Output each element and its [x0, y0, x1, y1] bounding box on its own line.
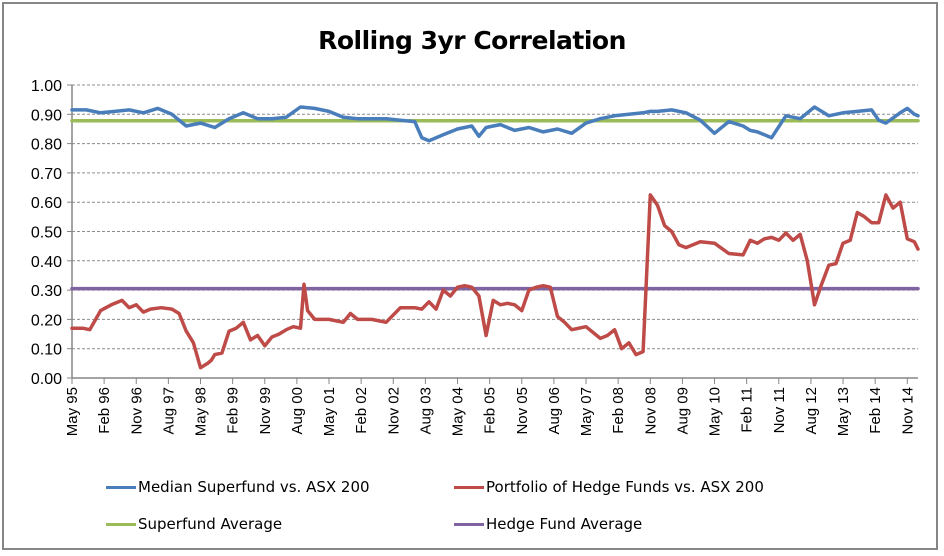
x-tick-label: Feb 96: [96, 387, 113, 434]
x-tick-label: Nov 96: [128, 387, 145, 435]
x-tick-label: May 95: [64, 387, 81, 436]
legend-label: Hedge Fund Average: [486, 515, 643, 533]
x-tick-label: Feb 08: [610, 387, 627, 434]
y-tick-label: 0.90: [31, 107, 62, 124]
x-tick-label: Feb 05: [482, 387, 499, 434]
y-tick-label: 1.00: [31, 78, 62, 95]
x-tick-label: May 07: [578, 387, 595, 436]
x-tick-label: Nov 14: [899, 387, 916, 435]
y-tick-label: 0.20: [31, 312, 62, 329]
x-axis-ticks: May 95 Feb 96 Nov 96 Aug 97 May 98 Feb 99 Nov …: [64, 387, 916, 436]
chart-frame: [2, 2, 938, 550]
y-tick-label: 0.70: [31, 166, 62, 183]
x-tick-label: Nov 99: [257, 387, 274, 435]
legend-swatch-blue: [106, 485, 136, 489]
legend-swatch-purple: [454, 522, 484, 526]
x-tick-label: May 98: [193, 387, 210, 436]
x-tick-label: Aug 00: [289, 387, 306, 435]
legend-swatch-red: [454, 485, 484, 489]
y-tick-label: 0.00: [31, 371, 62, 388]
series-line-median-superfund: [70, 105, 920, 143]
x-tick-label: Aug 06: [546, 387, 563, 435]
y-tick-label: 0.50: [31, 225, 62, 242]
y-tick-label: 0.10: [31, 342, 62, 359]
x-tick-label: Feb 99: [225, 387, 242, 434]
legend-item-hedge-portfolio: Portfolio of Hedge Funds vs. ASX 200: [454, 478, 764, 496]
legend-item-median-superfund: Median Superfund vs. ASX 200: [106, 478, 370, 496]
legend-label: Median Superfund vs. ASX 200: [138, 478, 370, 496]
legend-swatch-green: [106, 522, 136, 526]
legend-item-hedge-fund-average: Hedge Fund Average: [454, 515, 642, 533]
y-tick-label: 0.30: [31, 283, 62, 300]
chart-title: Rolling 3yr Correlation: [318, 26, 626, 55]
x-tick-label: May 13: [835, 387, 852, 436]
legend-label: Superfund Average: [138, 515, 283, 533]
y-axis-ticks: 0.00 0.10 0.20 0.30 0.40 0.50 0.60 0.70 0.80 0.90…: [31, 78, 62, 388]
x-tick-label: May 10: [707, 387, 724, 436]
x-tick-label: Feb 14: [867, 387, 884, 434]
x-tick-label: Nov 02: [385, 387, 402, 435]
x-tick-label: Nov 05: [514, 387, 531, 435]
legend-label: Portfolio of Hedge Funds vs. ASX 200: [486, 478, 764, 496]
x-tick-label: Nov 08: [642, 387, 659, 435]
axes: [67, 84, 918, 384]
series-lines: [70, 105, 920, 370]
y-tick-label: 0.40: [31, 254, 62, 271]
x-tick-label: Nov 11: [771, 387, 788, 433]
series-line-hedge-portfolio: [70, 193, 920, 370]
x-tick-label: Feb 02: [353, 387, 370, 434]
x-tick-label: Aug 03: [417, 387, 434, 435]
x-tick-label: Feb 11: [739, 387, 756, 433]
x-tick-label: May 04: [450, 387, 467, 436]
x-tick-label: Aug 12: [803, 387, 820, 435]
legend-item-superfund-average: Superfund Average: [106, 515, 282, 533]
x-tick-label: Aug 09: [674, 387, 691, 435]
y-tick-label: 0.60: [31, 195, 62, 212]
x-tick-label: May 01: [321, 387, 338, 436]
x-tick-label: Aug 97: [160, 387, 177, 435]
y-tick-label: 0.80: [31, 137, 62, 154]
